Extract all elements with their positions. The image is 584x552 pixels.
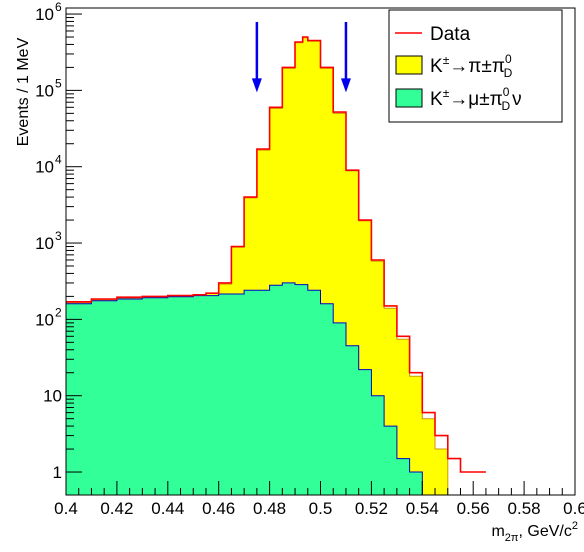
legend-kpipi-sup2: 0	[505, 52, 512, 66]
y-tick-label-exponent: 6	[55, 0, 62, 14]
y-tick-label: 10	[35, 158, 54, 177]
x-axis-ticks	[65, 481, 576, 495]
legend-label-kpipi: K±→π±π0 D	[430, 52, 513, 80]
legend-kpipi-rest: →π±π	[449, 56, 505, 77]
x-tick-label: 0.44	[151, 499, 184, 518]
legend-kpipi-base: K	[430, 56, 443, 77]
x-tick-label: 0.5	[309, 499, 333, 518]
legend-kpipi-sub: D	[504, 66, 513, 80]
x-tick-label: 0.4	[54, 499, 78, 518]
x-tick-label: 0.46	[202, 499, 235, 518]
arrow-2-head	[340, 78, 351, 93]
legend-kmunu-sub: D	[501, 99, 510, 113]
legend-swatch-kmunu	[395, 88, 423, 108]
legend-kmunu-rest: →μ±π	[449, 89, 502, 110]
y-tick-label-exponent: 3	[55, 229, 62, 243]
x-tick-label: 0.42	[100, 499, 133, 518]
y-tick-label-exponent: 2	[55, 305, 62, 319]
x-axis-title-subscript: 2π	[505, 532, 519, 544]
x-axis-title-superscript: 2	[572, 520, 578, 532]
y-tick-label: 10	[35, 5, 54, 24]
x-tick-label: 0.52	[355, 499, 388, 518]
x-tick-label: 0.48	[253, 499, 286, 518]
y-tick-label: 10	[43, 387, 62, 406]
y-axis-ticks	[66, 13, 82, 473]
y-tick-label-exponent: 5	[55, 76, 62, 90]
x-axis-title: m2π, GeV/c2	[491, 520, 578, 544]
legend-kmunu-end: ν	[512, 89, 522, 110]
y-tick-label: 10	[35, 310, 54, 329]
x-tick-label: 0.56	[457, 499, 490, 518]
legend-label-data: Data	[430, 24, 471, 45]
arrow-1-head	[251, 78, 262, 93]
series-data-line	[66, 36, 486, 473]
legend-kpipi-sup: ±	[443, 53, 450, 67]
y-tick-label: 10	[35, 81, 54, 100]
legend-kmunu-base: K	[430, 89, 443, 110]
x-tick-label: 0.6	[563, 499, 584, 518]
y-tick-label: 10	[35, 234, 54, 253]
y-axis-title: Events / 1 MeV	[15, 37, 32, 146]
legend-kmunu-sup: ±	[443, 86, 450, 100]
signal-window-arrows	[251, 21, 351, 93]
series-lines	[66, 36, 486, 473]
x-axis-tick-labels: 0.4 0.42 0.44 0.46 0.48 0.5 0.52 0.54 0.56 0.58 0.…	[54, 499, 584, 518]
x-tick-label: 0.54	[406, 499, 439, 518]
legend-swatch-kpipi	[395, 55, 423, 75]
legend-kmunu-sup2: 0	[503, 85, 510, 99]
y-tick-label-exponent: 4	[55, 153, 62, 167]
x-tick-label: 0.58	[508, 499, 541, 518]
x-axis-title-base: m	[491, 523, 504, 540]
y-tick-label: 1	[53, 463, 62, 482]
x-axis-title-unit: , GeV/c	[519, 523, 572, 540]
